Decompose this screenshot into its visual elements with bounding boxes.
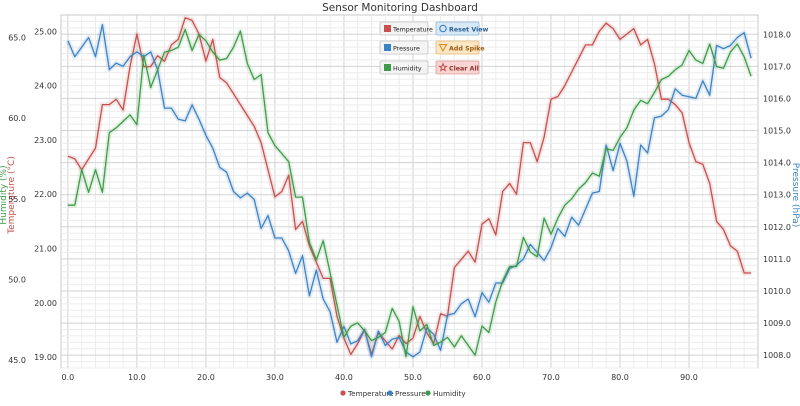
axis-ticks: 0.0 10.0 20.0 30.0 40.0 50.0 60.0 70.0 80.0 90.0 1… — [8, 27, 791, 382]
temperature-tick-label: 25.00 — [34, 27, 57, 36]
legend-item-temperature[interactable]: Temperature — [340, 389, 394, 398]
x-tick-label: 70.0 — [542, 373, 560, 382]
pressure-tick-label: 1016.0 — [763, 94, 791, 103]
pressure-tick-label: 1008.0 — [763, 351, 791, 360]
pressure-tick-label: 1011.0 — [763, 255, 791, 264]
humidity-axis-label: Humidity (%) — [0, 165, 9, 224]
humidity-tick-label: 60.0 — [8, 114, 26, 123]
temperature-axis-label: Temperature (°C) — [7, 156, 17, 235]
x-tick-label: 90.0 — [680, 373, 698, 382]
x-tick-label: 10.0 — [128, 373, 146, 382]
temperature-tick-label: 19.00 — [34, 353, 57, 362]
add-spike-button[interactable]: Add Spike — [435, 40, 485, 55]
series-toggle-humidity[interactable]: Humidity — [379, 60, 429, 75]
color-swatch — [384, 64, 391, 71]
series-line-temperature — [67, 17, 752, 356]
legend: Temperature Pressure Humidity — [340, 389, 466, 398]
series-toggle-label: Humidity — [393, 66, 422, 73]
pressure-tick-label: 1009.0 — [763, 319, 791, 328]
series-line-humidity — [67, 28, 752, 358]
pressure-tick-label: 1013.0 — [763, 191, 791, 200]
temperature-tick-label: 24.00 — [34, 82, 57, 91]
temperature-tick-label: 20.00 — [34, 299, 57, 308]
pressure-tick-label: 1018.0 — [763, 30, 791, 39]
triangle-icon — [438, 43, 448, 53]
legend-marker — [387, 390, 393, 396]
color-swatch — [384, 25, 391, 32]
star-icon — [438, 62, 448, 72]
x-tick-label: 20.0 — [197, 373, 215, 382]
x-tick-label: 60.0 — [473, 373, 491, 382]
series-toggle-label: Temperature — [392, 27, 433, 34]
pressure-tick-label: 1010.0 — [763, 287, 791, 296]
x-tick-label: 80.0 — [611, 373, 629, 382]
series-line-pressure — [67, 23, 752, 358]
button-label: Clear All — [449, 65, 479, 72]
button-label: Add Spike — [449, 45, 485, 52]
temperature-tick-label: 21.00 — [34, 245, 57, 254]
reset-view-button[interactable]: Reset View — [435, 21, 489, 36]
humidity-tick-label: 65.0 — [8, 34, 26, 43]
series-toggle-temperature[interactable]: Temperature — [379, 21, 433, 36]
chart-controls: Temperature Pressure Humidity Reset View Add… — [379, 21, 489, 75]
temperature-tick-label: 23.00 — [34, 136, 57, 145]
clear-all-button[interactable]: Clear All — [435, 60, 480, 75]
series-toggle-pressure[interactable]: Pressure — [379, 40, 429, 55]
pressure-tick-label: 1017.0 — [763, 62, 791, 71]
pressure-tick-label: 1012.0 — [763, 223, 791, 232]
x-tick-label: 0.0 — [62, 373, 75, 382]
humidity-tick-label: 55.0 — [8, 195, 26, 204]
humidity-tick-label: 50.0 — [8, 275, 26, 284]
legend-label: Pressure — [395, 389, 426, 398]
legend-label: Humidity — [433, 389, 466, 398]
legend-item-humidity[interactable]: Humidity — [425, 389, 466, 398]
pressure-axis-label: Pressure (hPa) — [790, 163, 800, 228]
pressure-tick-label: 1015.0 — [763, 127, 791, 136]
grid — [60, 14, 759, 369]
series-toggle-label: Pressure — [393, 46, 420, 53]
color-swatch — [384, 44, 391, 51]
x-tick-label: 40.0 — [335, 373, 353, 382]
circle-icon — [439, 24, 447, 33]
x-tick-label: 30.0 — [266, 373, 284, 382]
temperature-tick-label: 22.00 — [34, 190, 57, 199]
legend-label: Temperature — [347, 389, 394, 398]
chart-title: Sensor Monitoring Dashboard — [322, 2, 478, 14]
series-lines — [65, 15, 754, 360]
legend-marker — [425, 390, 431, 396]
legend-marker — [340, 390, 346, 396]
button-label: Reset View — [449, 26, 489, 33]
legend-item-pressure[interactable]: Pressure — [387, 389, 426, 398]
humidity-tick-label: 45.0 — [8, 356, 26, 365]
pressure-tick-label: 1014.0 — [763, 159, 791, 168]
x-tick-label: 50.0 — [404, 373, 422, 382]
